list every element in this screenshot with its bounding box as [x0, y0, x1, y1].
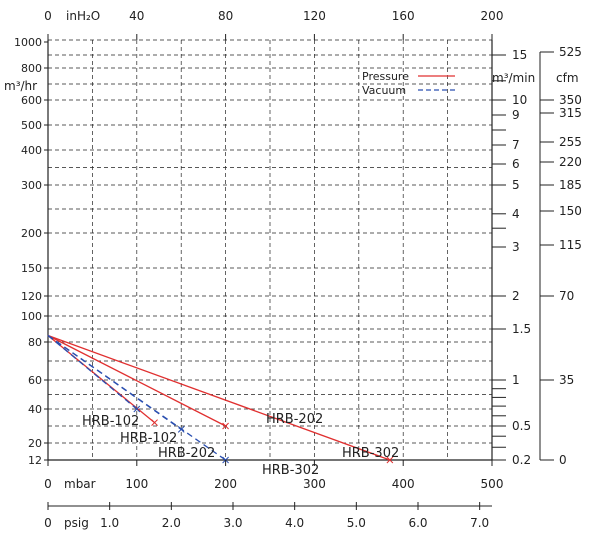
left-tick-label: 80 [28, 336, 42, 349]
psig-tick-label: 3.0 [223, 516, 242, 530]
psig-tick-label: 0 [44, 516, 52, 530]
bottom-tick-label: 500 [481, 477, 504, 491]
flow-tick-label: 5 [512, 178, 520, 192]
top-tick-label: 80 [218, 9, 233, 23]
left-tick-label: 200 [21, 227, 42, 240]
left-tick-label: 400 [21, 144, 42, 157]
psig-tick-label: 7.0 [470, 516, 489, 530]
bottom-tick-label: 100 [125, 477, 148, 491]
legend-label-vacuum: Vacuum [362, 84, 406, 97]
bottom-tick-label: 400 [392, 477, 415, 491]
left-tick-label: 600 [21, 94, 42, 107]
flow-tick-label: 0.2 [512, 453, 531, 467]
cfm-tick-label: 185 [559, 178, 582, 192]
label-pressure-hrb-302: HRB-302 [342, 446, 399, 461]
cfm-tick-label: 70 [559, 289, 574, 303]
series-end-marker [386, 456, 394, 464]
flow-tick-label: 7 [512, 138, 520, 152]
series-lines [47, 334, 394, 464]
top-tick-label: 200 [481, 9, 504, 23]
cfm-tick-label: 115 [559, 238, 582, 252]
left-tick-label: 12 [28, 454, 42, 467]
series-end-marker [151, 419, 158, 426]
top-tick-label: 120 [303, 9, 326, 23]
left-tick-label: 800 [21, 62, 42, 75]
cfm-tick-label: 525 [559, 45, 582, 59]
psig-tick-label: 6.0 [408, 516, 427, 530]
left-tick-label: 500 [21, 119, 42, 132]
left-tick-label: 150 [21, 262, 42, 275]
flow-tick-label: 10 [512, 93, 527, 107]
series-end-marker [133, 405, 141, 413]
flow-tick-label: 15 [512, 48, 527, 62]
cfm-tick-label: 350 [559, 93, 582, 107]
legend: Pressure Vacuum [362, 70, 455, 97]
series-labels: HRB-102 HRB-102 HRB-202 HRB-202 HRB-302 … [82, 412, 399, 478]
flow-tick-label: 1.5 [512, 322, 531, 336]
series-line-pressure-hrb-202 [47, 334, 226, 427]
cfm-tick-label: 315 [559, 106, 582, 120]
label-vacuum-hrb-202: HRB-202 [158, 446, 215, 461]
top-tick-label: 160 [392, 9, 415, 23]
cfm-tick-label: 150 [559, 204, 582, 218]
right-cfm-unit-label: cfm [556, 71, 579, 85]
left-tick-label: 1000 [14, 36, 42, 49]
psig-tick-label: 4.0 [285, 516, 304, 530]
flow-tick-label: 9 [512, 108, 520, 122]
bottom-mbar-unit-label: mbar [64, 477, 96, 491]
tick-labels: 1000800600500400300200150120100806040201… [14, 9, 582, 530]
top-tick-label: 40 [129, 9, 144, 23]
flow-tick-label: 4 [512, 207, 520, 221]
series-end-marker [222, 422, 229, 430]
bottom-tick-label: 200 [214, 477, 237, 491]
series-line-vacuum-hrb-302 [47, 334, 226, 461]
series-line-pressure-hrb-302 [47, 334, 391, 461]
top-axis-unit-label: inH₂O [66, 9, 100, 23]
cfm-tick-label: 0 [559, 453, 567, 467]
flow-tick-label: 6 [512, 157, 520, 171]
left-tick-label: 60 [28, 374, 42, 387]
label-pressure-hrb-102: HRB-102 [120, 431, 177, 446]
cfm-tick-label: 255 [559, 135, 582, 149]
label-pressure-hrb-202: HRB-202 [266, 412, 323, 427]
flow-tick-label: 0.5 [512, 419, 531, 433]
legend-label-pressure: Pressure [362, 70, 409, 83]
left-tick-label: 40 [28, 403, 42, 416]
flow-tick-label: 3 [512, 240, 520, 254]
bottom-psig-unit-label: psig [64, 516, 89, 530]
left-axis-unit-label: m³/hr [4, 79, 37, 93]
cfm-tick-label: 35 [559, 373, 574, 387]
grid [47, 39, 493, 461]
right-flow-unit-label: m³/min [492, 71, 535, 85]
flow-tick-label: 1 [512, 373, 520, 387]
left-tick-label: 100 [21, 310, 42, 323]
bottom-tick-label: 300 [303, 477, 326, 491]
psig-tick-label: 2.0 [162, 516, 181, 530]
left-tick-label: 20 [28, 437, 42, 450]
left-tick-label: 120 [21, 290, 42, 303]
cfm-tick-label: 220 [559, 155, 582, 169]
label-vacuum-hrb-302: HRB-302 [262, 463, 319, 478]
top-tick-label: 0 [44, 9, 52, 23]
psig-tick-label: 5.0 [347, 516, 366, 530]
psig-tick-label: 1.0 [100, 516, 119, 530]
left-tick-label: 300 [21, 179, 42, 192]
bottom-tick-label: 0 [44, 477, 52, 491]
flow-tick-label: 2 [512, 289, 520, 303]
label-vacuum-hrb-102: HRB-102 [82, 414, 139, 429]
